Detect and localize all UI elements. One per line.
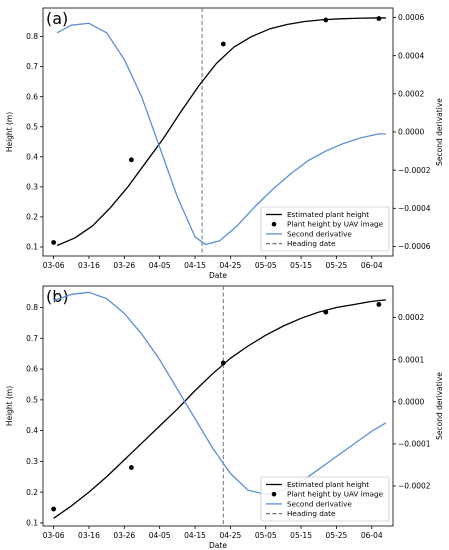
uav-height-point — [220, 360, 226, 366]
uav-height-point — [128, 157, 134, 163]
x-tick-label: 03-06 — [43, 531, 65, 540]
x-tick-label: 03-06 — [43, 261, 65, 270]
legend-item-estimated-height: Estimated plant height — [287, 480, 369, 489]
x-tick-label: 04-25 — [219, 531, 241, 540]
x-tick-label: 03-26 — [113, 261, 135, 270]
x-tick-label: 05-05 — [255, 261, 277, 270]
uav-height-point — [51, 506, 57, 512]
uav-height-point — [323, 17, 329, 23]
x-tick-label: 06-04 — [361, 261, 383, 270]
legend-box — [260, 476, 390, 522]
y-tick-label: 0.1 — [26, 519, 38, 528]
y-tick-label: 0.2 — [26, 488, 38, 497]
x-tick-label: 05-05 — [255, 531, 277, 540]
y-tick-label: 0.7 — [26, 334, 38, 343]
y-right-tick-label: 0.0000 — [398, 128, 424, 137]
y-right-tick-label: 0.0000 — [398, 397, 424, 406]
uav-height-point — [376, 16, 382, 21]
legend-box — [260, 206, 390, 252]
y-tick-label: 0.4 — [26, 426, 38, 435]
y-axis-label: Height (m) — [5, 112, 14, 152]
legend-item-second-derivative: Second derivative — [287, 499, 352, 508]
legend-item-uav-height: Plant height by UAV image — [287, 490, 384, 499]
uav-height-point — [51, 240, 57, 245]
legend-item-heading-date: Heading date — [287, 509, 336, 518]
legend-item-uav-height-swatch — [271, 491, 277, 497]
chart-panel-2: 03-06 03-16 03-26 04-05 04-15 04-25 05-05 05-15… — [5, 285, 444, 550]
legend-item-uav-height: Plant height by UAV image — [287, 220, 384, 229]
uav-height-point — [128, 465, 134, 470]
y-right-tick-label: −0.0004 — [398, 204, 431, 213]
x-axis-label: Date — [209, 271, 227, 280]
estimated-height-line — [53, 299, 386, 519]
x-tick-label: 03-16 — [78, 531, 100, 540]
y-tick-label: 0.1 — [26, 243, 38, 252]
y-tick-label: 0.7 — [26, 62, 38, 71]
y-right-tick-label: −0.0002 — [398, 482, 431, 491]
legend-item-estimated-height: Estimated plant height — [287, 210, 369, 219]
uav-height-point — [220, 41, 226, 47]
y-right-tick-label: 0.0006 — [398, 13, 424, 22]
panel-label: (b) — [46, 287, 69, 306]
second-derivative-line — [56, 22, 386, 246]
x-tick-label: 04-25 — [219, 261, 241, 270]
y-right-tick-label: 0.0002 — [398, 89, 424, 98]
y-right-tick-label: 0.0004 — [398, 51, 424, 60]
y-tick-label: 0.8 — [26, 32, 38, 41]
plot-frame — [42, 285, 394, 527]
x-tick-label: 04-05 — [149, 531, 171, 540]
x-axis-label: Date — [209, 541, 227, 550]
y-right-axis-label: Second derivative — [435, 98, 444, 166]
y-tick-label: 0.5 — [26, 395, 38, 404]
x-tick-label: 04-15 — [184, 531, 206, 540]
chart-panel-1: 03-06 03-16 03-26 04-05 04-15 04-25 05-05 05-15… — [5, 7, 444, 280]
y-tick-label: 0.2 — [26, 213, 38, 222]
y-right-axis-label: Second derivative — [435, 372, 444, 440]
plot-area — [51, 286, 387, 526]
x-tick-label: 03-16 — [78, 261, 100, 270]
x-tick-label: 04-15 — [184, 261, 206, 270]
y-tick-label: 0.4 — [26, 152, 38, 161]
x-tick-label: 05-15 — [290, 261, 312, 270]
y-tick-label: 0.8 — [26, 303, 38, 312]
x-tick-label: 06-04 — [361, 531, 383, 540]
x-tick-label: 05-25 — [326, 531, 348, 540]
y-right-tick-label: 0.0001 — [398, 355, 424, 364]
legend-item-second-derivative: Second derivative — [287, 229, 352, 238]
y-tick-label: 0.3 — [26, 182, 38, 191]
x-tick-label: 03-26 — [113, 531, 135, 540]
legend-item-uav-height-swatch — [271, 221, 277, 227]
legend-item-heading-date: Heading date — [287, 239, 336, 248]
estimated-height-line — [56, 17, 386, 247]
y-tick-label: 0.6 — [26, 92, 38, 101]
y-tick-label: 0.6 — [26, 365, 38, 374]
uav-height-point — [376, 302, 382, 307]
y-right-tick-label: −0.0001 — [398, 439, 431, 448]
plot-area — [51, 8, 386, 256]
x-tick-label: 05-25 — [326, 261, 348, 270]
y-right-tick-label: −0.0006 — [398, 242, 431, 251]
y-right-tick-label: −0.0002 — [398, 166, 431, 175]
y-axis-label: Height (m) — [5, 386, 14, 426]
panel-label: (a) — [46, 9, 68, 28]
y-tick-label: 0.5 — [26, 122, 38, 131]
second-derivative-line — [53, 291, 387, 496]
uav-height-point — [323, 309, 329, 315]
x-tick-label: 05-15 — [290, 531, 312, 540]
y-tick-label: 0.3 — [26, 457, 38, 466]
y-right-tick-label: 0.0002 — [398, 313, 424, 322]
x-tick-label: 04-05 — [149, 261, 171, 270]
